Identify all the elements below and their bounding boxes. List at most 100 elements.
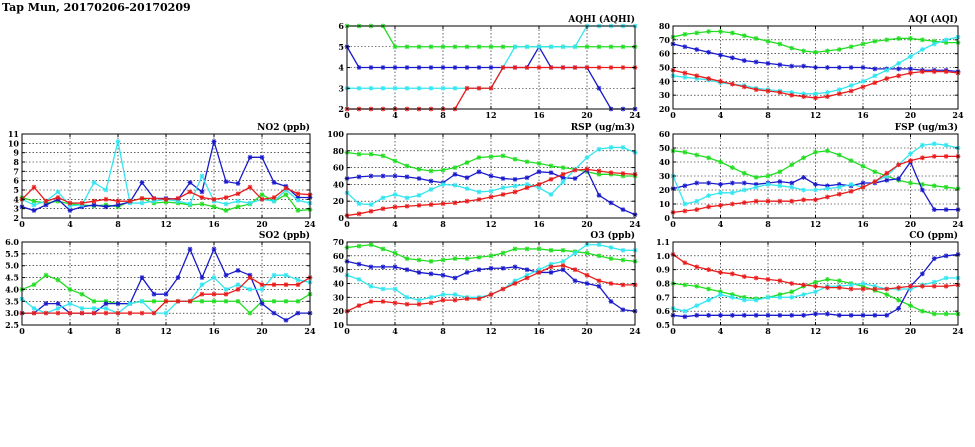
data-point-red — [813, 197, 818, 203]
data-point-red — [560, 263, 566, 268]
data-point-blue — [151, 291, 157, 297]
data-point-cyan — [718, 292, 723, 297]
data-point-green — [512, 246, 518, 252]
data-point-red — [488, 194, 494, 200]
data-point-blue — [860, 65, 866, 70]
data-point-cyan — [682, 201, 688, 207]
data-point-green — [741, 170, 747, 176]
data-point-blue — [235, 181, 241, 186]
data-point-green — [908, 180, 913, 186]
data-point-red — [259, 196, 265, 202]
data-point-green — [199, 201, 205, 207]
data-point-cyan — [368, 202, 374, 207]
data-point-red — [271, 282, 277, 288]
data-point-green — [729, 165, 735, 170]
data-point-green — [560, 247, 566, 253]
x-tick-label: 20 — [581, 326, 593, 336]
data-point-green — [31, 282, 37, 288]
data-point-red — [223, 195, 229, 200]
data-point-red — [67, 310, 73, 316]
data-point-red — [500, 192, 506, 197]
data-point-red — [223, 291, 229, 297]
data-point-blue — [428, 65, 434, 70]
chart-title: FSP (ug/m3) — [895, 122, 958, 133]
data-point-cyan — [860, 281, 866, 286]
data-point-green — [777, 41, 783, 47]
data-point-blue — [223, 179, 229, 184]
x-tick-label: 24 — [304, 219, 316, 229]
y-tick-label: 80 — [659, 21, 671, 31]
data-point-green — [741, 33, 747, 39]
x-tick-label: 24 — [952, 110, 964, 120]
data-point-cyan — [235, 282, 241, 288]
y-tick-label: 30 — [333, 292, 345, 302]
data-point-red — [428, 202, 434, 207]
data-point-blue — [919, 187, 925, 193]
data-point-red — [247, 275, 253, 280]
data-point-blue — [777, 312, 783, 318]
data-point-red — [488, 292, 494, 297]
chart-co: 0 4 8 12 16 20 24 0.5 0.6 0.7 0.8 0.9 1.0 1.1 CO (ppm) — [656, 230, 964, 336]
data-point-blue — [163, 291, 169, 297]
data-point-blue — [560, 175, 566, 181]
data-point-green — [259, 192, 265, 198]
y-tick-label: 1.1 — [656, 237, 670, 247]
data-point-cyan — [608, 145, 614, 150]
data-point-green — [884, 37, 890, 43]
data-point-blue — [476, 267, 482, 273]
data-point-cyan — [718, 190, 723, 196]
data-point-blue — [404, 65, 410, 70]
data-point-red — [211, 291, 217, 297]
data-point-blue — [789, 180, 795, 186]
x-tick-label: 12 — [160, 326, 171, 336]
data-point-blue — [271, 310, 277, 316]
data-point-blue — [380, 264, 386, 270]
data-point-green — [753, 175, 759, 180]
data-point-cyan — [789, 294, 795, 300]
data-point-red — [55, 310, 61, 316]
data-point-red — [488, 85, 494, 91]
data-point-green — [283, 192, 289, 198]
data-point-cyan — [872, 73, 878, 79]
data-point-green — [919, 37, 925, 43]
data-point-cyan — [560, 44, 566, 50]
data-point-cyan — [295, 197, 301, 203]
data-point-blue — [524, 175, 530, 181]
data-point-blue — [801, 175, 807, 180]
y-tick-label: 40 — [659, 157, 671, 167]
data-point-blue — [356, 261, 362, 267]
data-point-blue — [488, 173, 494, 179]
data-point-green — [380, 153, 386, 159]
y-tick-label: 6.0 — [5, 237, 19, 247]
x-tick-label: 16 — [533, 110, 545, 120]
y-tick-label: 20 — [659, 104, 671, 114]
data-point-green — [464, 44, 470, 50]
y-tick-label: 0.7 — [656, 292, 670, 302]
data-point-red — [848, 286, 854, 292]
x-tick-label: 8 — [440, 219, 446, 229]
data-point-cyan — [596, 242, 602, 248]
data-point-red — [572, 65, 578, 70]
data-point-green — [584, 44, 590, 50]
data-point-cyan — [896, 60, 902, 66]
y-tick-label: 11 — [8, 129, 19, 139]
x-tick-label: 16 — [208, 219, 220, 229]
data-point-cyan — [706, 193, 712, 198]
data-point-cyan — [741, 297, 747, 303]
data-point-red — [884, 286, 890, 292]
y-tick-label: 0.9 — [656, 265, 670, 275]
data-point-cyan — [103, 306, 109, 311]
x-tick-label: 8 — [765, 219, 771, 229]
data-point-cyan — [259, 287, 265, 292]
data-point-red — [848, 88, 854, 94]
data-point-blue — [452, 171, 458, 177]
data-point-red — [824, 285, 830, 291]
data-point-blue — [536, 169, 542, 175]
data-point-red — [706, 76, 712, 81]
data-point-green — [813, 279, 818, 285]
data-point-blue — [428, 178, 434, 184]
data-point-blue — [741, 180, 747, 186]
data-point-blue — [139, 275, 145, 280]
data-point-cyan — [765, 294, 771, 300]
